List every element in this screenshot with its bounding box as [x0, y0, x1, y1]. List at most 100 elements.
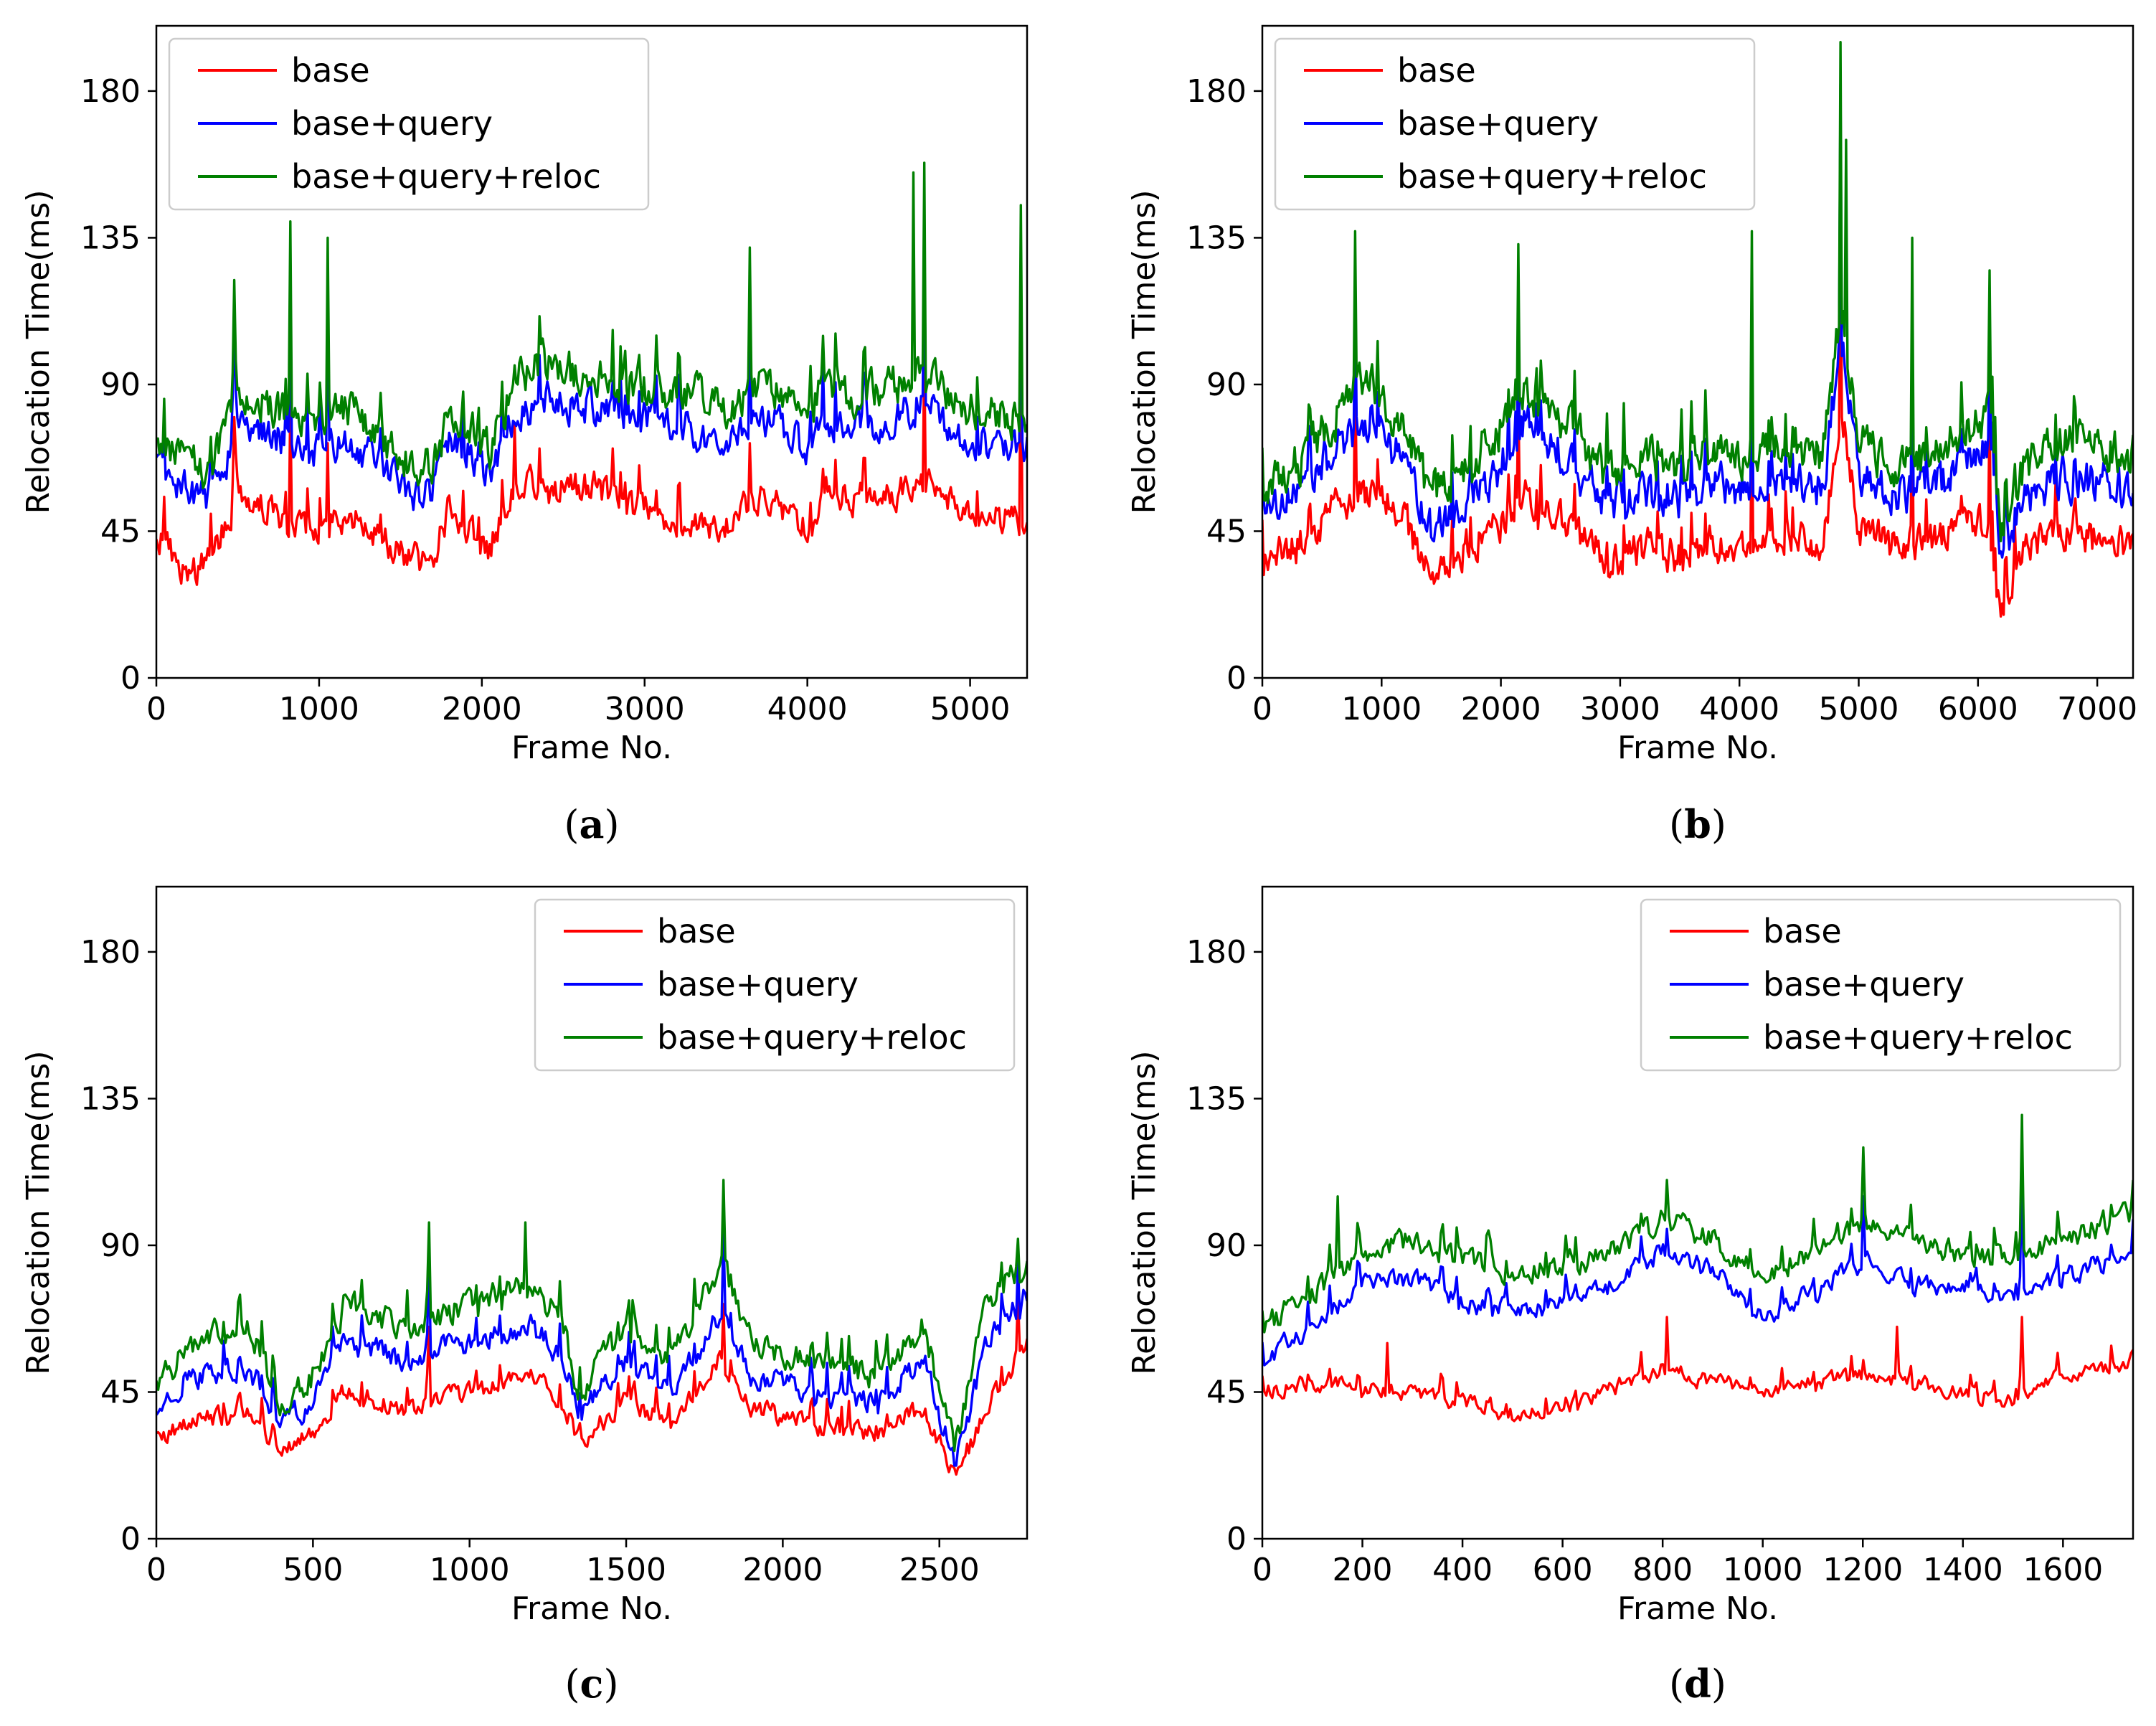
x-tick-label: 1200 — [1822, 1552, 1903, 1588]
y-tick-label: 45 — [100, 513, 141, 550]
series-line-base-query — [156, 227, 1027, 511]
y-axis-title: Relocation Time(ms) — [1126, 1050, 1163, 1374]
y-tick-label: 135 — [1186, 1080, 1247, 1117]
x-tick-label: 2500 — [899, 1552, 980, 1588]
y-tick-label: 180 — [1186, 73, 1247, 110]
panel-caption: (d) — [1669, 1661, 1726, 1707]
panel-c: 0 500 1000 1500 2000 2500 0 45 90 135 180 Frame No.… — [20, 885, 1029, 1707]
y-tick-label: 180 — [1186, 934, 1247, 971]
legend-label: base+query — [657, 965, 859, 1004]
x-tick-label: 6000 — [1938, 691, 2018, 727]
x-axis-title: Frame No. — [511, 1590, 672, 1627]
x-tick-label: 500 — [283, 1552, 343, 1588]
legend-label: base+query+reloc — [1397, 157, 1707, 196]
series-line-base-query-reloc — [156, 161, 1027, 490]
x-axis-title: Frame No. — [511, 730, 672, 766]
series-line-base — [1262, 1316, 2133, 1423]
x-tick-label: 2000 — [1461, 691, 1541, 727]
x-tick-label: 0 — [1252, 691, 1272, 727]
y-tick-label: 0 — [120, 1521, 141, 1557]
y-tick-label: 90 — [100, 367, 141, 403]
panel-caption-letter: a — [580, 801, 605, 847]
legend-box — [1640, 898, 2122, 1072]
panel-caption-letter: d — [1684, 1661, 1711, 1707]
series-line-base-query — [1262, 83, 2133, 559]
y-tick-label: 0 — [120, 660, 141, 697]
series-line-base-query — [156, 1227, 1027, 1467]
axes-frame — [155, 885, 1029, 1540]
y-tick-label: 180 — [80, 73, 141, 110]
x-tick-label: 1000 — [1723, 1552, 1803, 1588]
y-tick-label: 90 — [100, 1227, 141, 1264]
legend-label: base+query — [291, 104, 493, 143]
panel-a: 0 1000 2000 3000 4000 5000 0 45 90 135 180 Frame No… — [20, 24, 1029, 847]
panel-caption: (a) — [564, 801, 619, 847]
legend-box — [1274, 37, 1756, 211]
x-tick-label: 5000 — [930, 691, 1011, 727]
x-tick-label: 5000 — [1819, 691, 1899, 727]
legend-label: base — [657, 912, 736, 951]
x-tick-label: 600 — [1533, 1552, 1593, 1588]
series-line-base — [156, 1293, 1027, 1476]
x-tick-label: 1500 — [586, 1552, 666, 1588]
x-tick-label: 0 — [146, 1552, 166, 1588]
axes-frame — [155, 24, 1029, 679]
legend-box — [534, 898, 1016, 1072]
y-axis-title: Relocation Time(ms) — [1126, 189, 1163, 514]
legend-label: base — [291, 51, 370, 90]
y-axis-title: Relocation Time(ms) — [20, 189, 57, 514]
legend-label: base+query+reloc — [657, 1018, 967, 1057]
y-tick-label: 90 — [1206, 367, 1247, 403]
series-line-base — [1262, 181, 2133, 618]
panel-b: 0 1000 2000 3000 4000 5000 6000 7000 0 45 90 135 180… — [1126, 24, 2137, 847]
axes-frame — [1261, 885, 2134, 1540]
legend-box — [168, 37, 650, 211]
series-line-base-query — [1262, 1179, 2133, 1367]
panel-caption: (b) — [1669, 801, 1726, 847]
x-tick-label: 1000 — [430, 1552, 510, 1588]
series-line-base-query-reloc — [1262, 1113, 2133, 1334]
y-tick-label: 45 — [1206, 1374, 1247, 1410]
y-tick-label: 90 — [1206, 1227, 1247, 1264]
x-tick-label: 4000 — [1699, 691, 1779, 727]
y-tick-label: 135 — [1186, 220, 1247, 256]
x-tick-label: 1000 — [1341, 691, 1422, 727]
x-tick-label: 400 — [1432, 1552, 1493, 1588]
y-tick-label: 45 — [1206, 513, 1247, 550]
y-tick-label: 0 — [1226, 660, 1247, 697]
y-tick-label: 135 — [80, 220, 141, 256]
x-tick-label: 7000 — [2057, 691, 2137, 727]
x-axis-title: Frame No. — [1617, 1590, 1778, 1627]
y-tick-label: 180 — [80, 934, 141, 971]
x-tick-label: 2000 — [742, 1552, 823, 1588]
x-tick-label: 0 — [1252, 1552, 1272, 1588]
legend-label: base+query — [1763, 965, 1964, 1004]
x-tick-label: 2000 — [442, 691, 522, 727]
x-tick-label: 4000 — [767, 691, 848, 727]
series-line-base-query-reloc — [156, 1179, 1027, 1453]
x-tick-label: 0 — [146, 691, 166, 727]
x-tick-label: 800 — [1632, 1552, 1693, 1588]
panel-caption-letter: b — [1684, 801, 1711, 847]
y-tick-label: 135 — [80, 1080, 141, 1117]
panel-caption: (c) — [564, 1661, 618, 1707]
x-tick-label: 1600 — [2023, 1552, 2103, 1588]
y-tick-label: 45 — [100, 1374, 141, 1410]
y-axis-title: Relocation Time(ms) — [20, 1050, 57, 1374]
legend-label: base+query+reloc — [291, 157, 601, 196]
x-tick-label: 1400 — [1923, 1552, 2003, 1588]
x-tick-label: 1000 — [279, 691, 359, 727]
axes-frame — [1261, 24, 2134, 679]
y-tick-label: 0 — [1226, 1521, 1247, 1557]
series-line-base-query-reloc — [1262, 41, 2133, 542]
panel-caption-letter: c — [580, 1661, 604, 1707]
legend-label: base+query — [1397, 104, 1599, 143]
legend-label: base — [1763, 912, 1842, 951]
legend-label: base — [1397, 51, 1476, 90]
legend-label: base+query+reloc — [1763, 1018, 2073, 1057]
series-line-base — [156, 311, 1027, 586]
panel-d: 0 200 400 600 800 1000 1200 1400 1600 0 45 90 135 180… — [1126, 885, 2134, 1707]
x-axis-title: Frame No. — [1617, 730, 1778, 766]
x-tick-label: 3000 — [605, 691, 685, 727]
